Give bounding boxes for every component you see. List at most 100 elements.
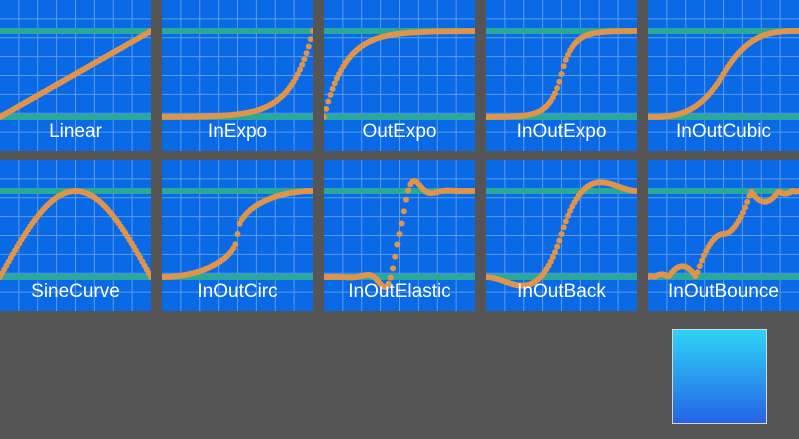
curve-point <box>325 98 332 105</box>
easing-tile-outExpo[interactable]: OutExpo <box>324 0 475 151</box>
curve-point <box>303 50 310 57</box>
curve-point <box>394 241 401 248</box>
curve-point <box>310 28 313 34</box>
curve-point <box>148 274 151 280</box>
curve-point <box>472 188 475 194</box>
curve-point <box>396 231 403 237</box>
easing-tile-inOutExpo[interactable]: InOutExpo <box>486 0 637 151</box>
curve-point <box>739 209 746 216</box>
easing-tile-inExpo[interactable]: InExpo <box>162 0 313 151</box>
guide-band-top <box>324 188 475 194</box>
guide-band-bottom <box>0 114 151 120</box>
easing-curve <box>162 28 313 120</box>
graph-grid <box>162 0 313 151</box>
curve-point <box>634 188 637 194</box>
curve-point <box>694 269 701 276</box>
curve-point <box>307 36 313 43</box>
curve-point <box>696 263 703 270</box>
graph-grid <box>162 160 313 311</box>
curve-point <box>234 231 241 237</box>
graph-grid <box>324 0 475 151</box>
curve-point <box>562 56 569 63</box>
curve-point <box>560 63 567 70</box>
curve-point <box>294 71 301 77</box>
easing-graph <box>0 0 151 151</box>
curve-point <box>392 253 399 260</box>
graph-grid <box>0 0 151 151</box>
easing-curve <box>486 179 637 289</box>
guide-band-bottom <box>0 274 151 280</box>
curve-point <box>634 28 637 34</box>
guide-band-top <box>162 28 313 34</box>
guide-band-top <box>648 188 799 194</box>
easing-curve <box>648 188 799 280</box>
curve-point <box>558 71 565 77</box>
easing-grid: Linear InExpo OutExpo InOutExpo InOutCubic Si… <box>0 0 799 311</box>
curve-point <box>547 258 554 265</box>
curve-point <box>148 28 151 34</box>
easing-graph <box>486 160 637 311</box>
easing-graph <box>162 0 313 151</box>
curve-point <box>305 43 312 50</box>
curve-point <box>385 280 392 287</box>
curve-point <box>742 204 749 211</box>
easing-curve <box>0 28 151 120</box>
curve-point <box>310 188 313 194</box>
animated-preview-box[interactable] <box>672 329 767 424</box>
curve-point <box>552 90 559 97</box>
curve-point <box>324 114 327 120</box>
curve-point <box>698 257 705 264</box>
easing-tile-sineCurve[interactable]: SineCurve <box>0 160 151 311</box>
easing-graph <box>486 0 637 151</box>
curve-point <box>333 75 340 82</box>
guide-band-bottom <box>324 274 475 280</box>
curve-point <box>324 105 330 112</box>
curve-point <box>402 196 409 203</box>
curve-point <box>331 80 338 87</box>
curve-point <box>567 207 574 214</box>
easing-curve <box>324 28 475 120</box>
guide-band-top <box>162 188 313 194</box>
curve-point <box>232 241 239 248</box>
curve-point <box>796 28 799 34</box>
easing-tile-inOutCirc[interactable]: InOutCirc <box>162 160 313 311</box>
curve-point <box>390 265 397 272</box>
curve-point <box>405 187 412 194</box>
curve-point <box>560 224 567 231</box>
curve-point <box>472 28 475 34</box>
curve-point <box>301 56 308 63</box>
guide-band-top <box>486 188 637 194</box>
guide-band-bottom <box>486 274 637 280</box>
guide-band-bottom <box>162 274 313 280</box>
guide-band-top <box>0 28 151 34</box>
easing-curve <box>486 28 637 120</box>
easing-tile-inOutCubic[interactable]: InOutCubic <box>648 0 799 151</box>
easing-tile-inOutBounce[interactable]: InOutBounce <box>648 160 799 311</box>
curve-point <box>701 252 708 259</box>
curve-point <box>554 85 561 92</box>
easing-tile-inOutElastic[interactable]: InOutElastic <box>324 160 475 311</box>
guide-band-bottom <box>648 274 799 280</box>
easing-tile-linear[interactable]: Linear <box>0 0 151 151</box>
curve-point <box>552 249 559 256</box>
curve-point <box>327 91 334 98</box>
guide-band-top <box>486 28 637 34</box>
easing-curve <box>162 188 313 280</box>
curve-point <box>796 188 799 194</box>
curve-point <box>398 220 405 227</box>
curve-point <box>299 61 306 68</box>
curve-point <box>558 231 565 237</box>
curve-point <box>387 274 394 281</box>
guide-band-bottom <box>324 114 475 120</box>
easing-graph <box>0 160 151 311</box>
curve-point <box>400 208 407 215</box>
curve-point <box>737 214 744 221</box>
curve-point <box>554 243 561 250</box>
curve-point <box>297 66 304 73</box>
curve-point <box>329 85 336 92</box>
easing-graph <box>324 0 475 151</box>
easing-tile-inOutBack[interactable]: InOutBack <box>486 160 637 311</box>
curve-point <box>556 78 563 85</box>
guide-band-bottom <box>486 114 637 120</box>
guide-band-bottom <box>648 114 799 120</box>
